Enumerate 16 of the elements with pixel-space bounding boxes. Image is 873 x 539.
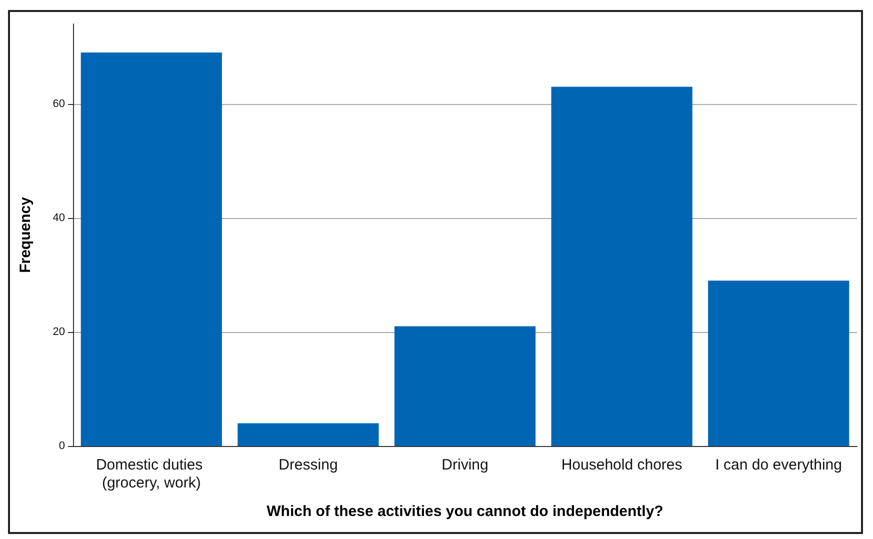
x-tick-label: Dressing <box>278 456 338 474</box>
y-tick-label: 20 <box>52 326 65 338</box>
x-axis-title: Which of these activities you cannot do independently? <box>266 503 664 520</box>
x-tick-label: I can do everything <box>715 456 842 474</box>
x-tick-label: Domestic duties (grocery, work) <box>96 456 207 492</box>
y-axis-title: Frequency <box>17 196 34 273</box>
y-tick-label: 0 <box>58 440 65 452</box>
x-tick-label: Household chores <box>561 456 682 474</box>
y-tick-label: 40 <box>52 212 65 224</box>
bar <box>708 280 850 446</box>
y-tick-label: 60 <box>52 98 65 110</box>
bar <box>551 86 692 446</box>
bar <box>394 326 536 446</box>
x-tick-label: Driving <box>442 456 488 474</box>
bar <box>80 52 222 446</box>
bar <box>238 423 379 446</box>
